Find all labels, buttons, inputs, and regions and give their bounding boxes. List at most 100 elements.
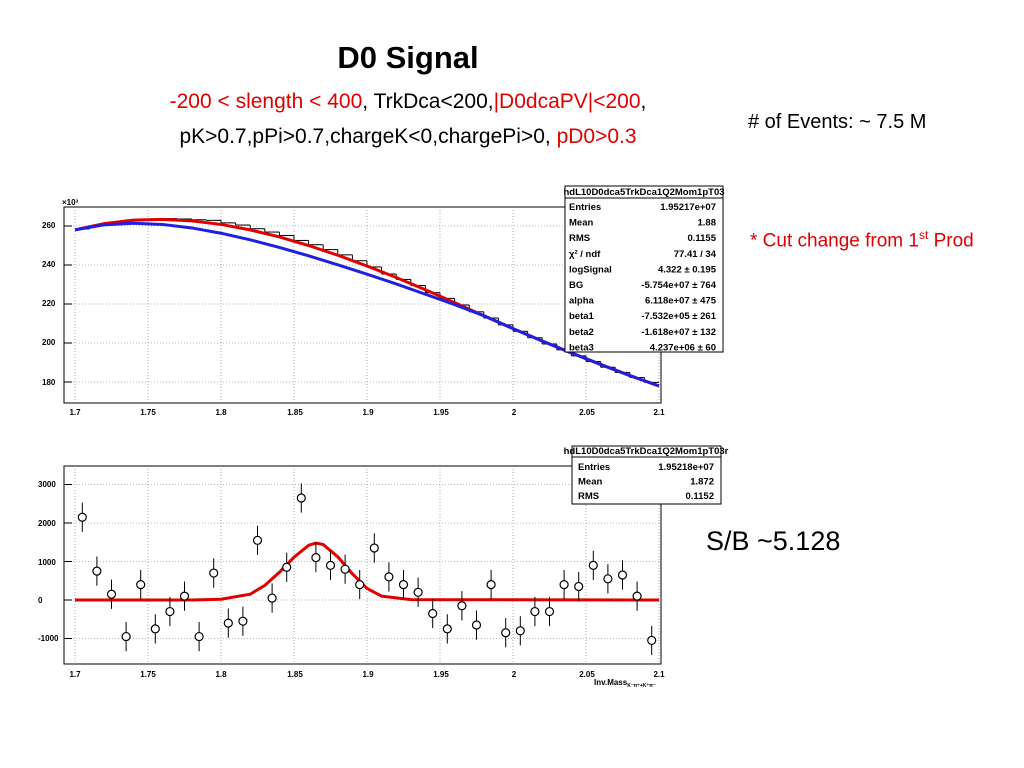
stats-value: 0.1155: [687, 233, 716, 244]
stats-value: 1.95217e+07: [660, 202, 716, 213]
trkdca-cut: , TrkDca<200,: [362, 90, 494, 113]
bottom-plot: -1000 0 1000 2000 3000 1.7 1.75 1.8 1.85…: [37, 446, 665, 689]
data-point: [413, 587, 423, 597]
top-stats-rows: Entries 1.95217e+07 Mean 1.88 RMS 0.1155 χ² / …: [569, 202, 717, 353]
top-y-tick-label: 240: [42, 260, 56, 269]
data-point: [179, 591, 190, 601]
data-point: [77, 512, 87, 522]
data-point: [296, 493, 306, 503]
bottom-stats-name: hdL10D0dca5TrkDca1Q2Mom1pT03r: [564, 446, 729, 457]
data-point: [501, 628, 511, 638]
data-point: [632, 591, 642, 601]
data-point: [647, 635, 657, 646]
stats-value: 0.1152: [685, 491, 714, 502]
bottom-y-ticks: -1000 0 1000 2000 3000: [38, 480, 59, 643]
bottom-data-marks: [75, 483, 660, 656]
top-plot: 260 240 220 200 180 ×10³ 1.7 1.75 1.8 1.…: [37, 192, 665, 420]
stats-label: BG: [569, 280, 583, 291]
bottom-x-tick-label: 2: [512, 670, 517, 679]
top-data-marks: [74, 217, 660, 388]
data-point: [544, 606, 555, 617]
data-point: [325, 560, 336, 570]
data-point: [238, 616, 248, 626]
top-y-tick-label: 220: [42, 299, 56, 308]
cut-change-sup: st: [918, 228, 929, 242]
cut-line-1-tail: ,: [640, 90, 647, 113]
top-x-tick-label: 1.85: [287, 408, 303, 417]
stats-label: Entries: [569, 202, 601, 213]
data-point: [136, 579, 146, 590]
cut-change-pre: * Cut change from 1: [750, 230, 919, 252]
bottom-x-tick-label: 1.7: [69, 670, 81, 679]
top-x-tick-label: 2: [512, 408, 517, 417]
x-axis-label-main: Inv.Mass: [594, 678, 628, 687]
stats-label: beta1: [569, 311, 595, 322]
data-point: [267, 593, 277, 603]
data-point: [282, 562, 292, 572]
bottom-y-tick-label: -1000: [38, 634, 59, 643]
data-point: [471, 620, 482, 630]
top-stats-box: hdL10D0dca5TrkDca1Q2Mom1pT03 Entries 1.95…: [563, 185, 725, 353]
stats-label: logSignal: [569, 264, 612, 275]
data-point: [442, 624, 452, 634]
bottom-x-tick-label: 1.8: [215, 670, 227, 679]
cut-line-1: -200 < slength < 400, TrkDca<200,|D0dcaP…: [0, 90, 816, 114]
data-point: [165, 606, 175, 617]
cut-change-note: * Cut change from 1st Prod: [750, 228, 974, 252]
data-point: [355, 579, 365, 590]
stats-label: RMS: [569, 233, 590, 244]
bottom-y-tick-label: 2000: [38, 519, 56, 528]
data-point: [515, 626, 525, 636]
data-point: [121, 631, 131, 642]
top-x-tick-label: 1.9: [362, 408, 374, 417]
momentum-charge-cuts: pK>0.7,pPi>0.7,chargeK<0,chargePi>0,: [179, 125, 557, 148]
stats-value: 1.872: [690, 477, 714, 488]
slength-cut: -200 < slength < 400: [169, 90, 363, 113]
data-point: [150, 624, 160, 634]
top-y-tick-label: 260: [42, 221, 56, 230]
cut-line-2: pK>0.7,pPi>0.7,chargeK<0,chargePi>0, pD0…: [0, 125, 816, 149]
bottom-x-tick-label: 1.85: [287, 670, 303, 679]
stats-label: RMS: [578, 491, 599, 502]
top-y-tick-label: 200: [42, 338, 56, 347]
data-point: [574, 581, 584, 592]
top-x-tick-label: 1.75: [140, 408, 156, 417]
data-point: [223, 618, 233, 628]
bottom-stats-frame: [571, 445, 722, 505]
stats-label: beta2: [569, 327, 594, 338]
top-x-tick-label: 1.95: [433, 408, 449, 417]
stats-label: Mean: [578, 477, 602, 488]
d0dcapv-cut: |D0dcaPV|<200: [493, 90, 641, 113]
top-x-tick-label: 2.05: [579, 408, 595, 417]
data-point: [340, 564, 350, 574]
stats-label: beta3: [569, 342, 594, 353]
page-title: D0 Signal: [337, 40, 479, 75]
stats-value: -1.618e+07 ± 132: [641, 327, 716, 338]
stats-label: Mean: [569, 218, 593, 229]
bottom-frame: [63, 465, 662, 665]
data-point: [398, 579, 409, 590]
bottom-x-tick-label: 1.95: [433, 670, 449, 679]
top-stats-name: hdL10D0dca5TrkDca1Q2Mom1pT03: [563, 187, 724, 198]
stats-value: 6.118e+07 ± 475: [645, 296, 717, 307]
stats-value: -7.532e+05 ± 261: [641, 311, 716, 322]
data-point: [92, 566, 102, 576]
bottom-x-tick-label: 2.05: [579, 670, 595, 679]
stats-value: -5.754e+07 ± 764: [641, 280, 716, 291]
top-y-multiplier: ×10³: [62, 198, 79, 207]
data-point: [603, 574, 613, 584]
signal-background-ratio: S/B ~5.128: [706, 526, 841, 556]
data-point: [486, 579, 496, 590]
data-point: [428, 608, 438, 619]
events-count: # of Events: ~ 7.5 M: [748, 111, 927, 133]
bottom-pad: [37, 446, 665, 688]
pd0-cut: pD0>0.3: [556, 125, 637, 148]
stats-value: 1.88: [698, 218, 717, 229]
stats-label: alpha: [569, 296, 595, 307]
top-x-tick-label: 1.8: [215, 408, 227, 417]
top-y-ticks: 260 240 220 200 180: [42, 221, 56, 387]
stats-value: 4.237e+06 ± 60: [650, 342, 716, 353]
data-point: [384, 572, 394, 582]
stats-label: Entries: [578, 462, 610, 473]
bottom-y-tick-label: 0: [38, 596, 43, 605]
